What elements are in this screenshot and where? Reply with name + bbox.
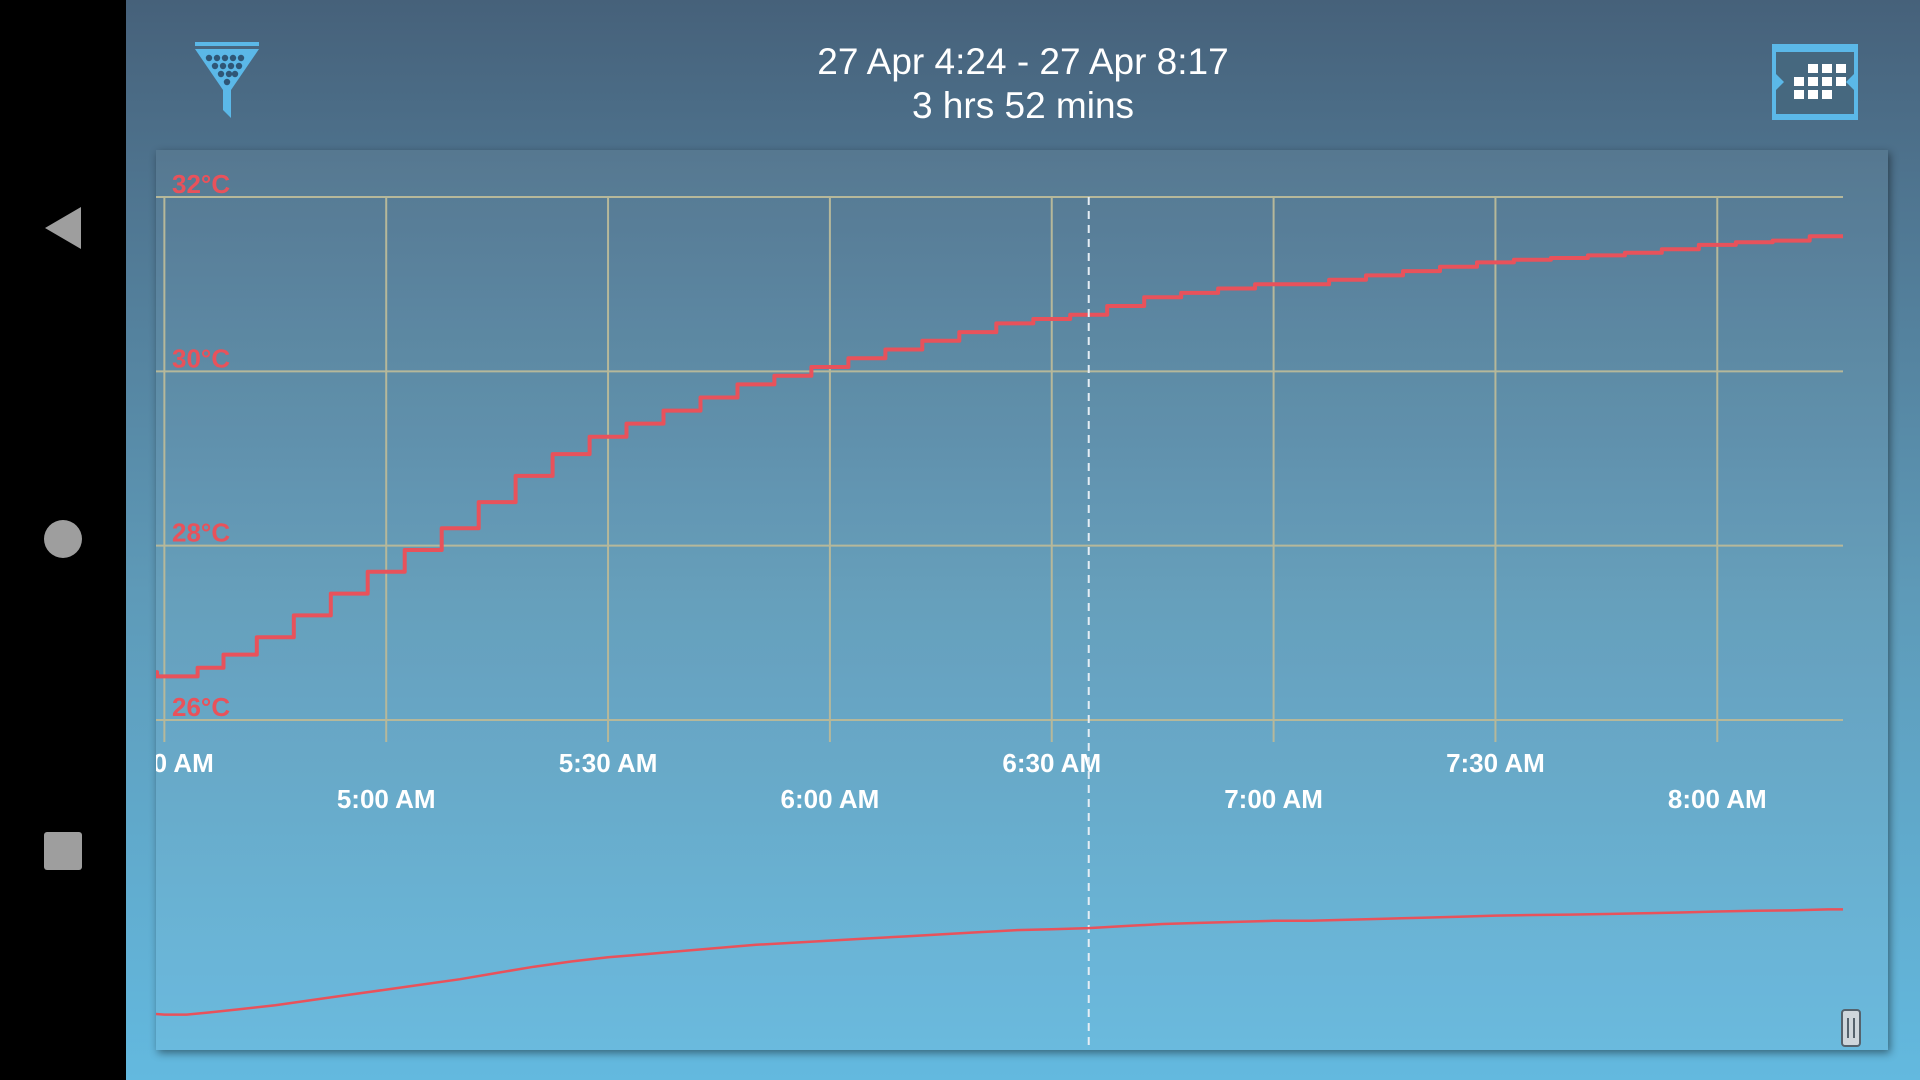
- y-tick-label: 32°C: [172, 169, 230, 199]
- x-tick-label: 7:00 AM: [1224, 784, 1323, 814]
- overview-series-line: [156, 908, 1843, 1016]
- y-tick-label: 30°C: [172, 343, 230, 373]
- x-tick-label: 5:00 AM: [337, 784, 436, 814]
- chart-panel[interactable]: 32°C 30°C 28°C 26°C 4:30 AM 5:00 AM 5:30 AM 6:0…: [156, 150, 1888, 1050]
- app-screen: 27 Apr 4:24 - 27 Apr 8:17 3 hrs 52 mins …: [126, 0, 1920, 1080]
- temperature-chart[interactable]: 32°C 30°C 28°C 26°C 4:30 AM 5:00 AM 5:30 AM 6:0…: [156, 150, 1888, 1050]
- x-tick-label: 4:30 AM: [156, 748, 214, 778]
- back-button[interactable]: [0, 183, 126, 273]
- calendar-button[interactable]: [1772, 44, 1858, 120]
- back-icon: [45, 207, 81, 249]
- temperature-series-line: [156, 234, 1843, 679]
- duration-label: 3 hrs 52 mins: [911, 85, 1135, 126]
- recents-button[interactable]: [0, 806, 126, 896]
- x-tick-label: 7:30 AM: [1446, 748, 1545, 778]
- filter-button[interactable]: [195, 40, 259, 120]
- range-handle-end[interactable]: [1841, 1009, 1861, 1047]
- home-icon: [44, 520, 82, 558]
- date-range-label: 27 Apr 4:24 - 27 Apr 8:17: [817, 41, 1229, 82]
- x-tick-label: 5:30 AM: [559, 748, 658, 778]
- calendar-icon: [1772, 44, 1858, 120]
- y-tick-label: 26°C: [172, 692, 230, 722]
- y-tick-label: 28°C: [172, 518, 230, 548]
- home-button[interactable]: [0, 494, 126, 584]
- recents-icon: [44, 832, 82, 870]
- system-navigation-bar: [0, 0, 126, 1080]
- x-tick-label: 6:00 AM: [781, 784, 880, 814]
- funnel-filter-icon: [195, 42, 259, 118]
- x-tick-label: 8:00 AM: [1668, 784, 1767, 814]
- x-tick-label: 6:30 AM: [1002, 748, 1101, 778]
